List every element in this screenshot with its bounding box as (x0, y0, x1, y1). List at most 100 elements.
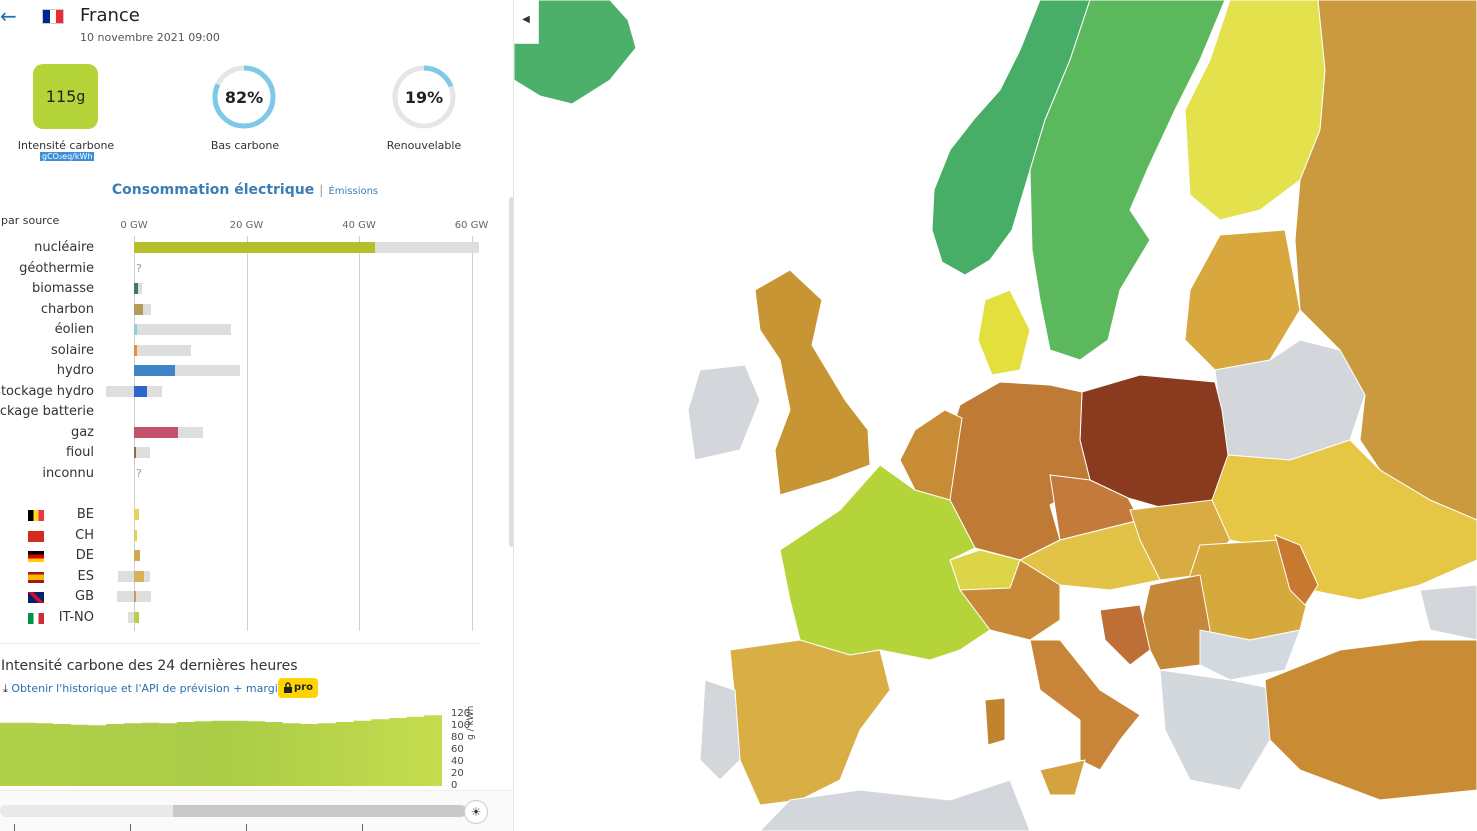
tab-separator: | (319, 183, 324, 197)
capacity-bar (134, 283, 142, 294)
exchange-code: CH (75, 527, 94, 543)
download-icon: ⤓ (3, 682, 8, 695)
collapse-panel-button[interactable]: ◀ (514, 0, 539, 44)
map-zone-bosnia[interactable] (1099, 604, 1151, 666)
map-zone-portugal[interactable] (699, 679, 741, 781)
map-zone-bulgaria[interactable] (1199, 629, 1301, 681)
flag-es-icon (28, 571, 44, 583)
map-zone-spain[interactable] (729, 639, 891, 806)
source-label: inconnu (42, 465, 94, 481)
capacity-bar (134, 324, 231, 335)
exchange-code: GB (75, 589, 94, 604)
exchange-capacity-bar (128, 611, 134, 623)
history-y-tick: 20 (451, 768, 464, 779)
tab-consumption[interactable]: Consommation électrique (111, 182, 315, 198)
history-y-tick: 120 (451, 708, 471, 719)
exchange-bar[interactable] (134, 611, 140, 623)
capacity-bar (134, 365, 240, 376)
timeline-tick (130, 824, 131, 831)
mode-tabs: Consommation électrique | Émissions (0, 179, 490, 198)
source-label: hydro (56, 363, 94, 378)
source-label: charbon (40, 301, 94, 317)
map-zone-denmark[interactable] (977, 289, 1031, 376)
time-slider-thumb[interactable]: ☀ (464, 800, 488, 824)
unknown-value: ? (136, 466, 142, 480)
production-breakdown-chart: 0 GW 20 GW 40 GW 60 GW nucléaire géothermie? b… (0, 0, 513, 640)
source-label: éolien (54, 322, 94, 337)
breakdown-header: par source (1, 214, 60, 227)
production-bar[interactable] (134, 324, 138, 335)
lock-icon (284, 682, 292, 693)
source-label: fioul (66, 445, 94, 460)
production-bar[interactable] (134, 242, 375, 253)
axis-tick: 20 GW (229, 220, 264, 231)
map-zone-sardinia[interactable] (984, 697, 1006, 746)
carbon-intensity-unit: g (76, 88, 86, 105)
exchange-bar[interactable] (134, 570, 145, 582)
unknown-value: ? (136, 261, 142, 275)
france-flag-icon (42, 9, 64, 24)
exchange-code: ES (77, 568, 94, 584)
production-bar[interactable] (134, 426, 178, 438)
map-zone-north-africa[interactable] (759, 779, 1031, 831)
axis-tick: 0 GW (120, 220, 148, 231)
map-zone-greece[interactable] (1159, 669, 1281, 791)
source-label: biomasse (32, 281, 94, 296)
carbon-intensity-label: Intensité carbone (17, 139, 115, 152)
exchange-bar[interactable] (134, 591, 136, 602)
history-y-tick: 80 (451, 732, 464, 743)
grid-line (359, 236, 360, 631)
time-slider-fill (173, 805, 466, 817)
source-label: géothermie (19, 260, 94, 276)
exchange-bar[interactable] (134, 550, 140, 561)
map-zone-ukraine[interactable] (1209, 439, 1477, 601)
history-api-link-text: Obtenir l'historique et l'API de prévisi… (11, 682, 295, 695)
timeline-tick (246, 824, 247, 831)
history-api-link[interactable]: ⤓ Obtenir l'historique et l'API de prévi… (3, 682, 295, 696)
renewable-ring (392, 65, 456, 129)
exchange-bar[interactable] (134, 509, 140, 520)
history-y-tick: 0 (451, 780, 458, 791)
renewable-label: Renouvelable (386, 139, 462, 152)
map-zone-great-britain[interactable] (754, 269, 871, 496)
history-y-tick: 60 (451, 744, 464, 755)
production-bar[interactable] (134, 365, 176, 376)
history-title: Intensité carbone des 24 dernières heure… (1, 658, 298, 674)
production-bar[interactable] (134, 303, 143, 315)
history-y-tick: 100 (451, 720, 471, 731)
map-zone-france[interactable] (779, 464, 991, 661)
carbon-intensity-box: 115 g (33, 64, 98, 129)
sun-icon: ☀ (470, 805, 482, 819)
map-zone-caucasus[interactable] (1419, 584, 1477, 641)
map-zone-moldova[interactable] (1274, 534, 1319, 606)
pro-label: pro (294, 682, 313, 693)
map-zone-baltics[interactable] (1184, 229, 1301, 371)
country-name: France (80, 5, 140, 26)
pro-badge[interactable]: pro (278, 678, 318, 698)
map-zone-ireland[interactable] (687, 364, 761, 461)
europe-map[interactable] (514, 0, 1477, 831)
low-carbon-value: 82% (224, 88, 264, 107)
map-zone-iceland[interactable] (514, 0, 637, 105)
map-zone-turkey[interactable] (1264, 639, 1477, 801)
renewable-value: 19% (404, 88, 444, 107)
map-zone-sweden[interactable] (1029, 0, 1226, 361)
exchange-bar[interactable] (134, 529, 138, 541)
production-bar[interactable] (134, 447, 136, 458)
history-area (0, 715, 442, 786)
map-zone-sicily[interactable] (1039, 759, 1086, 796)
production-bar[interactable] (134, 385, 147, 397)
map-zone-italy-south[interactable] (1029, 639, 1141, 771)
flag-it-no-icon (28, 612, 44, 624)
section-divider (0, 643, 480, 644)
low-carbon-ring (212, 65, 276, 129)
capacity-bar (134, 344, 192, 356)
panel-scrollbar[interactable] (509, 197, 513, 547)
history-area-chart (0, 715, 442, 786)
exchange-capacity-bar (117, 570, 150, 582)
production-bar[interactable] (134, 283, 138, 294)
arrow-left-icon[interactable]: ← (0, 4, 17, 28)
capacity-bar (105, 385, 162, 397)
production-bar[interactable] (134, 344, 137, 356)
tab-emissions[interactable]: Émissions (328, 186, 379, 197)
